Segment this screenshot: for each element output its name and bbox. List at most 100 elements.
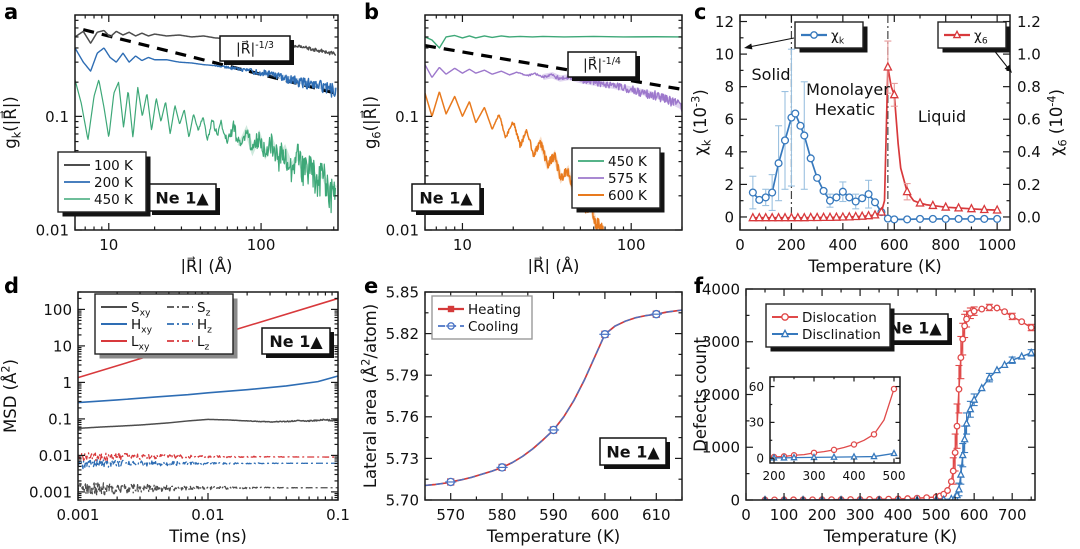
svg-text:5.79: 5.79 — [386, 367, 419, 385]
panel-d-chart: 0.001 0.01 0.1 0.001 0.01 0.1 1 10 100 Time (ns) M… — [0, 291, 350, 546]
svg-text:6: 6 — [724, 111, 734, 129]
panel-letter-a: a — [4, 0, 19, 24]
svg-text:0: 0 — [756, 452, 764, 466]
svg-text:|R⃗|-1/4: |R⃗|-1/4 — [583, 56, 621, 74]
svg-text:600: 600 — [591, 506, 620, 524]
svg-text:gk(|R⃗|): gk(|R⃗|) — [0, 96, 23, 148]
annotation-box: Ne 1▲ — [147, 183, 220, 215]
svg-text:580: 580 — [488, 506, 517, 524]
svg-text:Lateral area (Å2/atom): Lateral area (Å2/atom) — [360, 304, 380, 488]
svg-text:0.01: 0.01 — [386, 221, 419, 239]
svg-text:4000: 4000 — [702, 280, 740, 298]
axes: 0 200 400 600 800 1000 0 2 4 6 8 10 12 0.0 0.2 0.4 0.6 0.… — [715, 13, 1041, 254]
svg-text:Dislocation: Dislocation — [802, 310, 877, 326]
svg-text:575 K: 575 K — [608, 171, 648, 187]
svg-text:30: 30 — [749, 416, 764, 430]
svg-text:χk (10-3): χk (10-3) — [690, 89, 713, 155]
svg-text:200: 200 — [777, 236, 806, 254]
svg-text:0.01: 0.01 — [36, 221, 69, 239]
svg-text:Disclination: Disclination — [802, 327, 881, 343]
svg-text:0.001: 0.001 — [57, 506, 100, 524]
svg-text:400: 400 — [843, 469, 866, 483]
svg-text:Sxy: Sxy — [131, 300, 151, 319]
axis-labels: Time (ns) MSD (Å2) — [0, 359, 247, 546]
svg-text:0.001: 0.001 — [29, 483, 72, 501]
svg-text:1.0: 1.0 — [1017, 45, 1041, 63]
svg-text:600 K: 600 K — [608, 188, 648, 204]
annotation-text: Liquid — [918, 107, 966, 126]
inset-chart: 200 300 400 500 0 30 60 — [749, 375, 906, 483]
panel-letter-f: f — [694, 274, 704, 298]
annotation-box: |R⃗|-1/4 — [567, 51, 640, 81]
svg-text:100: 100 — [43, 301, 72, 319]
svg-text:Hxy: Hxy — [131, 317, 153, 336]
axes: 200 300 400 500 0 30 60 — [749, 376, 906, 483]
annotation-arrow — [744, 37, 795, 50]
series-hz — [77, 459, 339, 470]
svg-text:0: 0 — [735, 236, 745, 254]
svg-text:500: 500 — [883, 469, 906, 483]
panel-b: b 10 100 0.01 0.1 |R⃗| (Å) g6(|R⃗|) |R⃗|-1/4 Ne… — [360, 0, 690, 274]
annotation-text: Hexatic — [815, 100, 875, 119]
svg-text:500: 500 — [922, 506, 951, 524]
series-575k — [424, 64, 683, 112]
svg-text:0: 0 — [741, 506, 751, 524]
annotation-box: Ne 1▲ — [261, 327, 334, 358]
series-450k — [74, 79, 337, 214]
axes: 0.001 0.01 0.1 0.001 0.01 0.1 1 10 100 — [29, 291, 350, 524]
panel-letter-c: c — [694, 0, 707, 24]
svg-text:Temperature (K): Temperature (K) — [807, 257, 941, 274]
svg-text:0.2: 0.2 — [1017, 176, 1041, 194]
series — [770, 385, 898, 461]
svg-text:0.01: 0.01 — [191, 506, 224, 524]
svg-text:Lxy: Lxy — [131, 334, 150, 353]
svg-text:5.85: 5.85 — [386, 283, 419, 301]
svg-text:0.4: 0.4 — [1017, 143, 1041, 161]
panel-c-chart: 0 200 400 600 800 1000 0 2 4 6 8 10 12 0.0 0.2 0.4 0.6 0.… — [690, 13, 1069, 274]
svg-text:700: 700 — [998, 506, 1027, 524]
svg-text:0.1: 0.1 — [395, 108, 419, 126]
svg-text:200 K: 200 K — [94, 175, 134, 191]
svg-text:Ne 1▲: Ne 1▲ — [269, 332, 323, 351]
legend: χk — [794, 21, 868, 53]
svg-text:400: 400 — [884, 506, 913, 524]
svg-text:Ne 1▲: Ne 1▲ — [419, 188, 473, 207]
axes: 10 100 0.01 0.1 — [36, 14, 339, 254]
svg-text:Ne 1▲: Ne 1▲ — [606, 442, 660, 461]
svg-text:590: 590 — [539, 506, 568, 524]
panel-letter-d: d — [4, 274, 20, 298]
svg-text:g6(|R⃗|): g6(|R⃗|) — [360, 96, 383, 149]
svg-text:Time (ns): Time (ns) — [168, 527, 247, 546]
svg-text:Hexatic: Hexatic — [815, 100, 875, 119]
annotation-box: |R⃗|-1/3 — [219, 35, 294, 65]
series-cooling — [424, 309, 683, 487]
svg-text:χ6: χ6 — [974, 28, 988, 47]
svg-text:χ6 (10-4): χ6 (10-4) — [1045, 89, 1069, 156]
series-6 — [748, 40, 1002, 222]
svg-text:0: 0 — [730, 491, 740, 509]
svg-text:12: 12 — [715, 13, 734, 31]
panel-e-chart: 570 580 590 600 610 5.70 5.73 5.76 5.79 5.82 5.85 T… — [360, 283, 683, 546]
svg-text:0.1: 0.1 — [326, 506, 350, 524]
series — [748, 40, 1002, 224]
series-450k — [424, 34, 683, 49]
svg-text:200: 200 — [763, 469, 786, 483]
svg-text:10: 10 — [53, 337, 72, 355]
svg-text:4: 4 — [724, 143, 734, 161]
svg-text:300: 300 — [803, 469, 826, 483]
svg-text:0.1: 0.1 — [48, 410, 72, 428]
svg-text:10: 10 — [99, 236, 118, 254]
svg-text:Temperature (K): Temperature (K) — [486, 527, 620, 546]
svg-text:1.2: 1.2 — [1017, 13, 1041, 31]
series-disclination — [770, 449, 898, 461]
svg-text:χk: χk — [831, 28, 845, 47]
svg-text:100: 100 — [247, 236, 276, 254]
panel-c: c 0 200 400 600 800 1000 0 2 4 6 8 10 12 0.0 0.2 0.4 0.6… — [690, 0, 1080, 274]
svg-text:400: 400 — [829, 236, 858, 254]
svg-text:60: 60 — [749, 380, 764, 394]
panel-letter-e: e — [364, 274, 379, 298]
svg-text:0.8: 0.8 — [1017, 78, 1041, 96]
panel-a-chart: 10 100 0.01 0.1 |R⃗| (Å) gk(|R⃗|) |R⃗|-1/3 Ne 1… — [0, 14, 339, 274]
